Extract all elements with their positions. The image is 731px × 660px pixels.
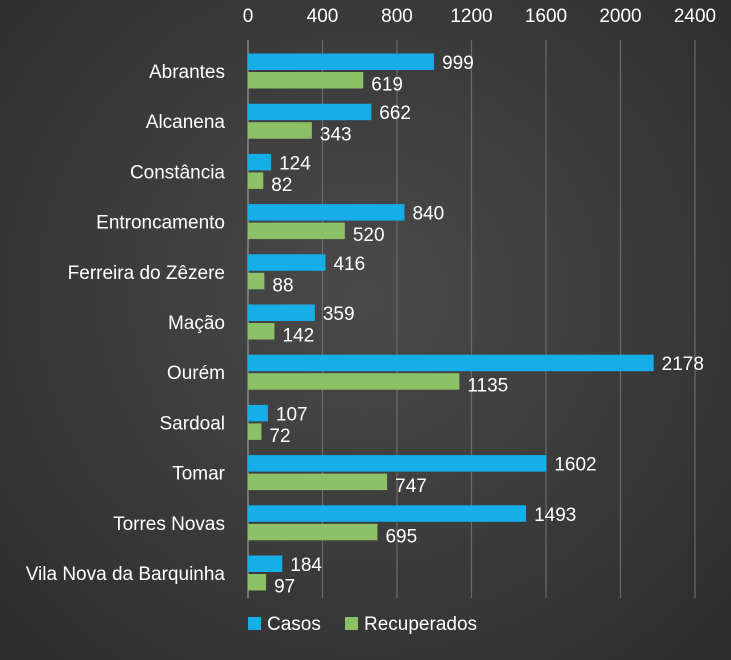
- bar-recuperados: [248, 473, 388, 491]
- data-label: 520: [353, 225, 385, 246]
- bar-recuperados: [248, 423, 262, 440]
- bar-recuperados: [248, 172, 264, 189]
- category-label: Ourém: [167, 363, 225, 384]
- data-label: 747: [395, 476, 427, 497]
- bar-recuperados: [248, 72, 364, 89]
- bar-recuperados: [248, 272, 265, 290]
- data-label: 1602: [554, 455, 596, 476]
- category-label: Abrantes: [149, 62, 225, 83]
- data-label: 1493: [534, 505, 576, 526]
- legend: Casos Recuperados: [248, 614, 477, 635]
- x-tick-label: 1200: [450, 6, 492, 27]
- legend-label: Recuperados: [364, 614, 477, 635]
- x-tick-label: 800: [381, 6, 413, 27]
- data-label: 107: [276, 404, 308, 425]
- bar-casos: [248, 254, 326, 271]
- data-label: 999: [442, 53, 474, 74]
- category-label: Torres Novas: [113, 514, 225, 535]
- bar-recuperados: [248, 574, 267, 591]
- bar-casos: [248, 404, 268, 422]
- x-tick-label: 2400: [674, 6, 716, 27]
- legend-label: Casos: [267, 614, 321, 635]
- category-label: Entroncamento: [96, 213, 225, 234]
- x-tick-label: 0: [243, 6, 254, 27]
- data-label: 840: [412, 204, 444, 225]
- bar-casos: [248, 555, 283, 572]
- bar-casos: [248, 455, 547, 472]
- bars: [248, 53, 654, 591]
- category-labels: Abrantes Alcanena Constância Entroncamento F…: [26, 62, 226, 585]
- category-label: Sardoal: [160, 413, 226, 434]
- data-label: 2178: [662, 354, 704, 375]
- data-label: 82: [271, 175, 292, 196]
- category-label: Alcanena: [146, 112, 226, 133]
- category-label: Ferreira do Zêzere: [68, 263, 225, 284]
- x-axis-ticks: 0 400 800 1200 1600 2000 2400: [243, 6, 716, 27]
- bar-casos: [248, 103, 372, 121]
- category-label: Tomar: [172, 464, 225, 485]
- data-label: 695: [385, 526, 417, 547]
- bar-recuperados: [248, 523, 378, 541]
- category-label: Vila Nova da Barquinha: [26, 564, 226, 585]
- x-tick-label: 1600: [525, 6, 567, 27]
- data-label: 619: [371, 75, 403, 96]
- bar-recuperados: [248, 373, 460, 390]
- data-label: 88: [272, 275, 293, 296]
- bar-casos: [248, 53, 435, 70]
- bar-recuperados: [248, 323, 275, 340]
- data-label: 662: [379, 103, 411, 124]
- bar-casos: [248, 204, 405, 221]
- x-tick-label: 400: [307, 6, 339, 27]
- bar-casos: [248, 354, 654, 372]
- data-label: 97: [274, 577, 295, 598]
- data-label: 359: [323, 304, 355, 325]
- legend-swatch-recuperados: [345, 617, 358, 630]
- data-label: 124: [279, 153, 311, 174]
- bar-recuperados: [248, 122, 312, 139]
- x-tick-label: 2000: [599, 6, 641, 27]
- legend-swatch-casos: [248, 617, 261, 630]
- bar-recuperados: [248, 222, 345, 240]
- bar-casos: [248, 505, 527, 522]
- bar-casos: [248, 304, 315, 321]
- data-label: 72: [269, 426, 290, 447]
- data-label: 1135: [467, 376, 508, 397]
- data-label: 184: [290, 555, 322, 576]
- data-label: 142: [282, 326, 314, 347]
- data-label: 343: [320, 125, 352, 146]
- data-label: 416: [333, 254, 365, 275]
- bar-casos: [248, 153, 272, 171]
- category-label: Constância: [130, 162, 225, 183]
- category-label: Mação: [168, 313, 225, 334]
- gridlines: [247, 40, 696, 598]
